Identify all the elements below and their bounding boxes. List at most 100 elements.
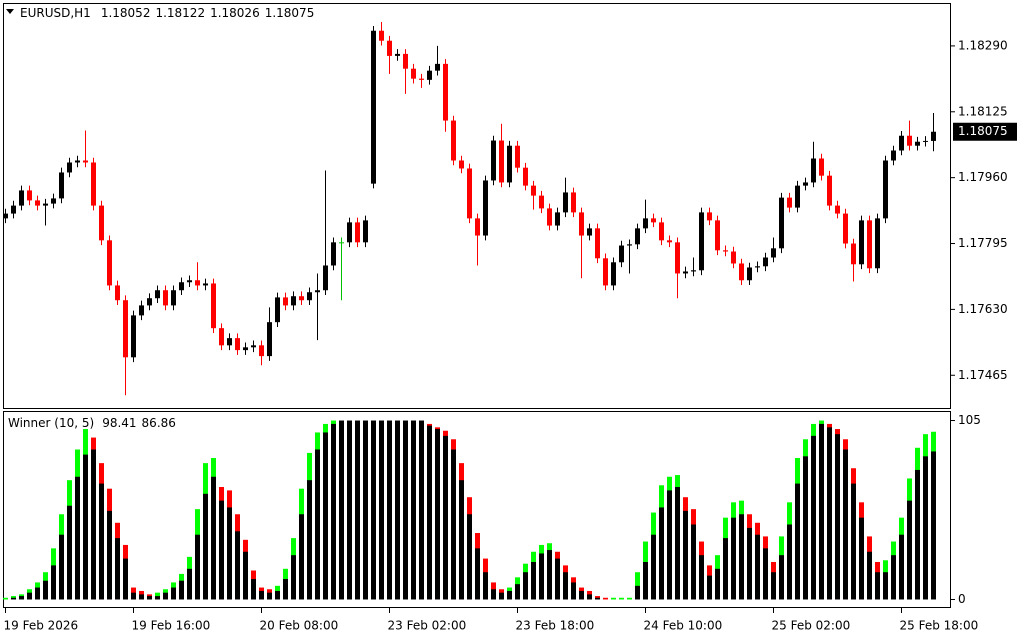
candle-body (555, 212, 560, 226)
candle-body (635, 228, 640, 245)
indicator-bar (531, 561, 536, 600)
candle-body (235, 338, 240, 351)
candle-body (667, 240, 672, 243)
indicator-bar (187, 568, 192, 600)
indicator-value-2: 86.86 (142, 416, 176, 430)
indicator-bar (875, 572, 880, 600)
indicator-bar (195, 534, 200, 600)
candle-body (219, 328, 224, 346)
indicator-bar (443, 435, 448, 600)
indicator-bar (827, 427, 832, 600)
candle-body (419, 78, 424, 80)
candle-body (155, 290, 160, 299)
indicator-bar (547, 550, 552, 600)
indicator-bar (99, 483, 104, 600)
candle-body (699, 212, 704, 271)
candle-body (211, 283, 216, 329)
indicator-bar (891, 555, 896, 600)
indicator-bar (91, 449, 96, 600)
indicator-bar (475, 548, 480, 600)
candle-body (803, 182, 808, 186)
indicator-bar (35, 587, 40, 600)
candle-body (435, 63, 440, 71)
indicator-bar (523, 572, 528, 600)
candle-body (563, 192, 568, 213)
quote-close: 1.18075 (265, 6, 315, 20)
candle-body (739, 263, 744, 281)
candle-body (267, 322, 272, 357)
indicator-bar (403, 420, 408, 600)
indicator-bar (747, 527, 752, 600)
x-tick-label: 24 Feb 10:00 (644, 619, 723, 633)
indicator-bar (323, 432, 328, 600)
indicator-bar (587, 594, 592, 600)
indicator-bar (499, 592, 504, 600)
indicator-bar (683, 510, 688, 600)
x-tick-label: 23 Feb 18:00 (516, 619, 595, 633)
indicator-bar (379, 420, 384, 600)
y-tick-label: 1.17960 (958, 170, 1008, 184)
candle-body (427, 70, 432, 80)
indicator-value-1: 98.41 (102, 416, 136, 430)
indicator-bar (843, 449, 848, 600)
candle-body (851, 243, 856, 265)
indicator-bar (707, 575, 712, 600)
candle-body (27, 190, 32, 201)
quote-open: 1.18052 (101, 6, 151, 20)
candle-body (259, 345, 264, 357)
candle-body (195, 280, 200, 286)
last-price-badge (953, 122, 1017, 141)
indicator-bar (107, 510, 112, 600)
indicator-bar (75, 476, 80, 600)
quote-high: 1.18122 (155, 6, 205, 20)
x-tick-label: 23 Feb 02:00 (388, 619, 467, 633)
candle-body (75, 160, 80, 163)
indicator-bar (219, 500, 224, 600)
indicator-bar (227, 507, 232, 600)
x-tick-label: 25 Feb 02:00 (772, 619, 851, 633)
indicator-bar (259, 590, 264, 600)
indicator-bar (627, 597, 632, 600)
candle-body (795, 185, 800, 208)
candle-body (651, 218, 656, 223)
candle-body (123, 300, 128, 358)
candle-body (131, 315, 136, 358)
indicator-bar (83, 454, 88, 600)
indicator-bar (267, 592, 272, 600)
y-tick-label: 1.17630 (958, 302, 1008, 316)
candle-body (843, 213, 848, 244)
indicator-bar (691, 524, 696, 600)
price-panel-frame (3, 3, 951, 409)
indicator-bar (739, 514, 744, 600)
indicator-bar (419, 420, 424, 600)
indicator-bar (235, 531, 240, 600)
menu-triangle[interactable] (6, 9, 14, 14)
candle-body (811, 158, 816, 183)
candle-body (835, 205, 840, 214)
indicator-bar (339, 420, 344, 600)
candle-body (771, 248, 776, 258)
indicator-bar (491, 589, 496, 600)
candle-body (299, 296, 304, 301)
y-tick-label: 0 (958, 592, 966, 606)
indicator-bar (179, 580, 184, 600)
indicator-bar (371, 420, 376, 600)
x-tick-label: 19 Feb 2026 (4, 619, 79, 633)
indicator-bar (275, 590, 280, 600)
candle-body (355, 222, 360, 243)
candle-body (867, 220, 872, 269)
indicator-bar (155, 596, 160, 600)
candle-body (715, 220, 720, 251)
candle-body (315, 290, 320, 293)
indicator-bar (363, 420, 368, 600)
indicator-bar (139, 594, 144, 600)
indicator-bar (555, 558, 560, 600)
indicator-bar (243, 551, 248, 600)
candle-body (283, 297, 288, 306)
y-tick-label: 1.18125 (958, 104, 1008, 118)
candle-body (531, 185, 536, 196)
candle-body (683, 271, 688, 274)
y-tick-label: 1.17465 (958, 368, 1008, 382)
candle-body (179, 282, 184, 291)
indicator-bar (819, 423, 824, 600)
